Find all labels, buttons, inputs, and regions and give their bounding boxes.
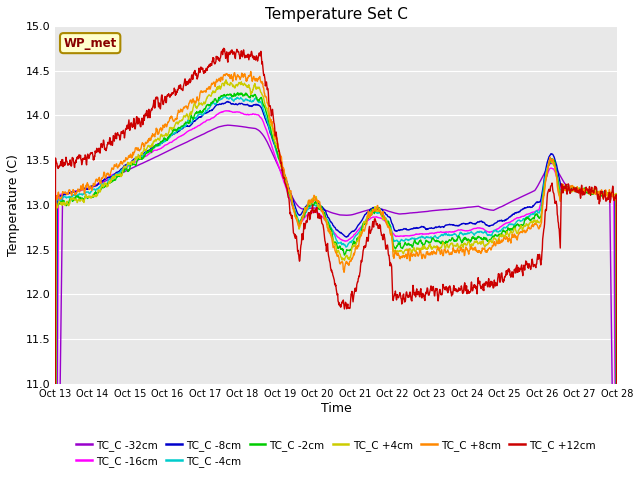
TC_C -32cm [118,170,125,176]
TC_C +4cm [301,206,309,212]
Line: TC_C +8cm: TC_C +8cm [55,72,617,480]
Line: TC_C +4cm: TC_C +4cm [55,80,617,480]
TC_C -2cm [301,209,309,215]
TC_C -32cm [95,181,102,187]
TC_C +12cm [371,216,379,222]
TC_C -8cm [301,204,309,210]
TC_C +8cm [247,69,255,74]
Line: TC_C +12cm: TC_C +12cm [55,48,617,480]
TC_C +8cm [95,176,102,181]
TC_C -8cm [371,205,379,211]
TC_C -2cm [371,208,379,214]
Legend: TC_C -32cm, TC_C -16cm, TC_C -8cm, TC_C -4cm, TC_C -2cm, TC_C +4cm, TC_C +8cm, T: TC_C -32cm, TC_C -16cm, TC_C -8cm, TC_C … [72,436,600,471]
TC_C +8cm [371,206,379,212]
TC_C -16cm [225,108,232,114]
TC_C -32cm [371,206,379,212]
TC_C -16cm [118,167,125,173]
Title: Temperature Set C: Temperature Set C [264,7,408,22]
TC_C -8cm [95,181,102,187]
TC_C +4cm [118,173,125,179]
TC_C -4cm [221,94,229,99]
TC_C +12cm [312,210,319,216]
TC_C -32cm [223,122,231,128]
Line: TC_C -8cm: TC_C -8cm [55,101,617,480]
TC_C +8cm [290,206,298,212]
Line: TC_C -32cm: TC_C -32cm [55,125,617,480]
TC_C +4cm [371,204,379,209]
Y-axis label: Temperature (C): Temperature (C) [7,154,20,256]
TC_C -4cm [290,205,298,211]
TC_C +8cm [301,209,309,215]
TC_C +12cm [301,221,309,227]
TC_C +12cm [95,147,102,153]
TC_C -16cm [371,214,379,220]
TC_C -4cm [301,209,309,215]
Line: TC_C -4cm: TC_C -4cm [55,96,617,480]
TC_C +12cm [118,129,125,134]
TC_C -16cm [95,180,102,186]
X-axis label: Time: Time [321,402,351,415]
TC_C -2cm [234,90,241,96]
TC_C -4cm [95,185,102,191]
TC_C -8cm [118,166,125,172]
TC_C -16cm [312,209,319,215]
TC_C -4cm [312,203,319,209]
TC_C -2cm [118,170,125,176]
Line: TC_C -16cm: TC_C -16cm [55,111,617,480]
TC_C -2cm [290,207,298,213]
TC_C -32cm [312,205,319,211]
TC_C -2cm [95,190,102,195]
TC_C +8cm [312,198,319,204]
TC_C -8cm [224,98,232,104]
TC_C -4cm [118,168,125,173]
TC_C -8cm [290,200,298,205]
TC_C -32cm [290,197,298,203]
TC_C +12cm [290,230,298,236]
TC_C +8cm [118,160,125,166]
TC_C -16cm [301,214,309,220]
TC_C +4cm [95,187,102,193]
TC_C +4cm [312,195,319,201]
TC_C -16cm [290,207,298,213]
Text: WP_met: WP_met [63,36,116,49]
TC_C +4cm [222,77,230,83]
TC_C +12cm [220,46,228,51]
TC_C -32cm [301,206,309,212]
TC_C +4cm [290,207,298,213]
Line: TC_C -2cm: TC_C -2cm [55,93,617,480]
TC_C -2cm [312,199,319,204]
TC_C -8cm [312,198,319,204]
TC_C -4cm [371,208,379,214]
